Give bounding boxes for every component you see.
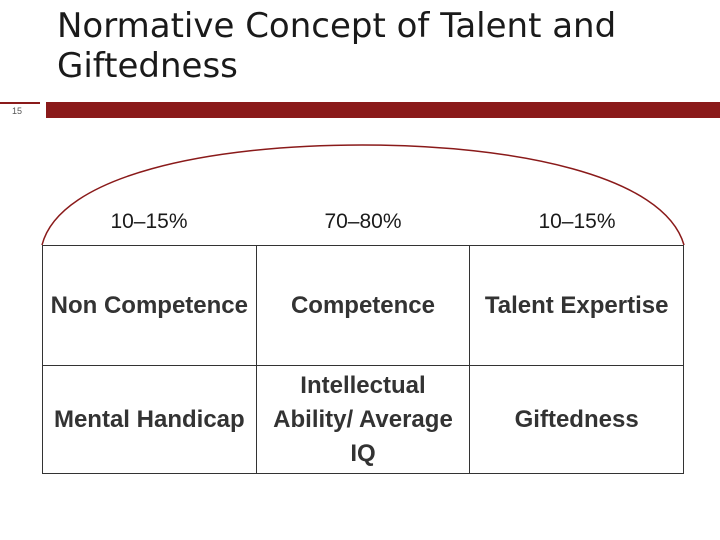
table-cell: Giftedness [469,365,684,474]
percentage-high: 10–15% [538,210,616,233]
title-accent-bar [46,102,720,118]
table-row: Non Competence Competence Talent Experti… [42,245,684,366]
concept-table: Non Competence Competence Talent Experti… [42,245,684,474]
table-row: Mental Handicap Intellectual Ability/ Av… [42,365,684,474]
table-cell: Intellectual Ability/ Average IQ [255,365,471,474]
percentage-mid: 70–80% [324,210,402,233]
table-cell: Talent Expertise [469,245,684,366]
table-cell: Competence [255,245,471,366]
slide-number-box [0,102,40,121]
slide-number: 15 [12,106,23,116]
table-cell: Mental Handicap [42,365,257,474]
percentage-low: 10–15% [110,210,188,233]
table-cell: Non Competence [42,245,257,366]
slide-title: Normative Concept of Talent and Giftedne… [57,6,617,86]
